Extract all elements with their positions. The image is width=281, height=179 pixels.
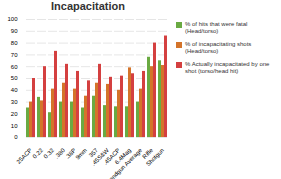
svg-text:50: 50 (11, 75, 18, 81)
svg-text:Shotgun: Shotgun (145, 147, 165, 167)
svg-text:60: 60 (11, 64, 18, 70)
svg-text:90: 90 (11, 28, 18, 34)
svg-text:30: 30 (11, 99, 18, 105)
svg-text:25ACP: 25ACP (15, 147, 33, 165)
svg-text:.45ACP: .45ACP (102, 147, 122, 166)
svg-text:0.32: 0.32 (43, 147, 56, 160)
svg-text:0.22: 0.22 (32, 147, 45, 160)
html-text:% Actually incapacitated by on: % Actually incapacitated by one shot (to… (185, 61, 270, 74)
html-text:% of incapacitating shots (Hea: % of incapacitating shots (Head/torso) (185, 41, 252, 54)
svg-text:9mm: 9mm (74, 147, 88, 161)
svg-text:.38P: .38P (64, 147, 78, 161)
svg-text:Rifle: Rifle (141, 147, 155, 160)
svg-text:70: 70 (11, 52, 18, 58)
svg-text:20: 20 (11, 111, 18, 117)
svg-text:40: 40 (11, 87, 18, 93)
svg-text:10: 10 (11, 123, 18, 129)
svg-text:100: 100 (7, 16, 18, 22)
svg-text:0: 0 (14, 134, 18, 140)
svg-text:357: 357 (87, 147, 100, 159)
svg-text:80: 80 (11, 40, 18, 46)
svg-text:.380: .380 (53, 147, 67, 160)
html-text:Incapacitation: Incapacitation (51, 0, 125, 12)
svg-text:6.4Mag: 6.4Mag (113, 147, 133, 166)
svg-text:.45S&W: .45S&W (90, 147, 111, 167)
svg-text:Handgun Average: Handgun Average (105, 147, 144, 179)
html-text:% of hits that were fatal (Hea: % of hits that were fatal (Head/torso) (185, 21, 248, 34)
